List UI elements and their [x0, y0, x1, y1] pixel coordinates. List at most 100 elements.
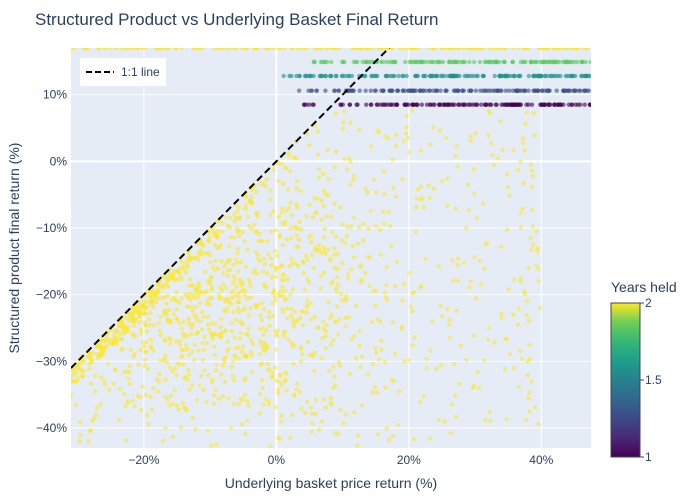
- data-point: [274, 253, 280, 258]
- data-point: [418, 148, 424, 154]
- data-point: [404, 124, 409, 130]
- data-point: [146, 422, 151, 427]
- data-point: [346, 156, 352, 161]
- data-point: [328, 395, 333, 401]
- data-point: [119, 347, 124, 353]
- data-point: [561, 88, 566, 93]
- data-point: [525, 373, 530, 378]
- data-point: [223, 215, 228, 220]
- data-point: [284, 237, 290, 242]
- data-point: [166, 272, 172, 278]
- data-point: [248, 194, 254, 199]
- data-point: [530, 207, 535, 213]
- data-point: [303, 73, 308, 79]
- data-point: [353, 59, 359, 65]
- data-point: [92, 373, 98, 379]
- data-point: [414, 48, 419, 51]
- data-point: [399, 326, 405, 332]
- data-point: [375, 390, 380, 395]
- data-point: [194, 304, 199, 310]
- data-point: [294, 186, 299, 191]
- data-point: [319, 59, 325, 65]
- data-point: [177, 270, 182, 275]
- data-point: [262, 261, 268, 267]
- data-point: [490, 152, 495, 158]
- data-point: [180, 401, 186, 406]
- data-point: [447, 59, 452, 65]
- data-point: [477, 258, 482, 264]
- data-point: [461, 102, 466, 107]
- data-point: [261, 256, 266, 261]
- data-point: [521, 181, 526, 186]
- data-point: [418, 400, 423, 405]
- data-point: [154, 299, 159, 305]
- data-point: [576, 48, 581, 51]
- data-point: [225, 339, 230, 344]
- data-point: [299, 227, 304, 232]
- data-point: [588, 59, 591, 65]
- data-point: [279, 210, 284, 216]
- data-point: [344, 293, 349, 298]
- data-point: [168, 393, 174, 399]
- data-point: [384, 264, 389, 270]
- data-point: [232, 212, 237, 217]
- data-point: [504, 172, 510, 177]
- data-point: [186, 294, 191, 300]
- data-point: [237, 215, 243, 220]
- data-point: [172, 366, 178, 371]
- data-point: [235, 251, 240, 256]
- data-point: [436, 264, 442, 269]
- data-point: [195, 329, 200, 335]
- data-point: [206, 238, 211, 243]
- data-point: [318, 285, 323, 291]
- data-point: [332, 430, 338, 436]
- data-point: [328, 342, 333, 347]
- data-point: [352, 173, 357, 179]
- data-point: [207, 302, 212, 307]
- data-point: [339, 260, 345, 266]
- data-point: [221, 282, 226, 287]
- data-point: [181, 347, 186, 352]
- data-point: [281, 272, 287, 277]
- data-point: [240, 397, 246, 402]
- data-point: [488, 102, 494, 107]
- data-point: [125, 400, 131, 406]
- data-point: [438, 59, 443, 65]
- legend[interactable]: 1:1 line: [80, 58, 166, 86]
- data-point: [534, 59, 539, 65]
- data-point: [126, 318, 131, 323]
- data-point: [163, 394, 168, 400]
- data-point: [339, 298, 345, 303]
- data-point: [185, 347, 190, 352]
- data-point: [554, 88, 559, 93]
- y-tick-label: 0%: [50, 154, 68, 168]
- data-point: [415, 187, 421, 192]
- data-point: [341, 109, 347, 114]
- data-point: [472, 191, 477, 196]
- data-point: [468, 73, 473, 79]
- data-point: [325, 299, 331, 305]
- data-point: [500, 147, 505, 152]
- data-point: [240, 230, 246, 235]
- data-point: [306, 235, 312, 240]
- data-point: [473, 296, 479, 301]
- data-point: [150, 298, 155, 303]
- colorbar-tick-label: 1.5: [645, 373, 662, 387]
- data-point: [186, 372, 192, 377]
- data-point: [165, 398, 171, 403]
- data-point: [361, 238, 366, 243]
- data-point: [263, 285, 269, 290]
- data-point: [499, 88, 504, 93]
- data-point: [231, 309, 236, 314]
- data-point: [424, 357, 429, 362]
- data-point: [326, 176, 331, 182]
- data-point: [316, 427, 322, 433]
- data-point: [209, 295, 214, 301]
- data-point: [329, 59, 334, 65]
- data-point: [555, 102, 561, 107]
- data-point: [467, 285, 472, 290]
- data-point: [455, 102, 461, 107]
- data-point: [186, 320, 192, 325]
- data-point: [201, 368, 207, 373]
- data-point: [393, 194, 399, 199]
